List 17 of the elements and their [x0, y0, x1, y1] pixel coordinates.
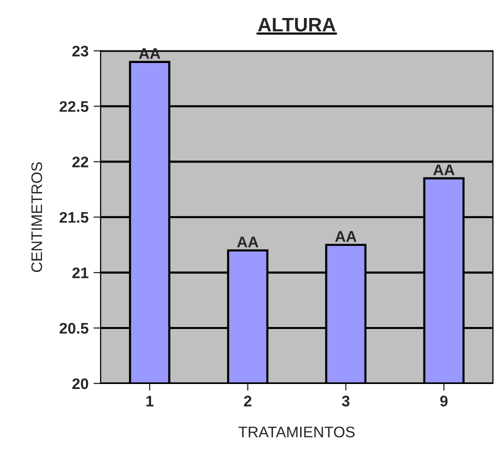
- y-tick-label: 20.5: [60, 322, 88, 334]
- data-label: AA: [237, 236, 258, 248]
- y-axis-title: CENTIMETROS: [31, 162, 42, 272]
- x-tick-label: 2: [244, 396, 252, 406]
- y-tick-label: 23: [72, 46, 88, 57]
- data-label: AA: [433, 164, 455, 176]
- x-axis-title: TRATAMIENTOS: [238, 426, 355, 438]
- y-tick-label: 22.5: [60, 101, 88, 112]
- y-tick-label: 21.5: [60, 212, 88, 223]
- chart-title: ALTURA: [258, 18, 336, 32]
- data-label: AA: [335, 231, 356, 242]
- x-tick-label: 3: [342, 396, 350, 407]
- y-tick-label: 22: [72, 156, 88, 168]
- x-tick-label: 1: [146, 396, 154, 406]
- y-tick-label: 20: [72, 378, 88, 390]
- y-tick-label: 21: [72, 267, 88, 278]
- x-tick-label: 9: [440, 396, 448, 406]
